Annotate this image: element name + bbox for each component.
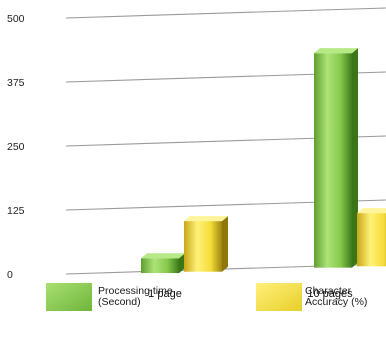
- x-category-label: 1 page: [148, 288, 182, 300]
- bar: [314, 48, 358, 268]
- x-category-label: 10 pages: [307, 288, 353, 300]
- bar: [184, 216, 228, 272]
- y-tick-label: 500: [7, 13, 25, 25]
- bar-front: [141, 258, 179, 274]
- legend-label: Character: [305, 285, 352, 297]
- bar-top: [141, 253, 185, 259]
- bars: [141, 48, 386, 274]
- bar-side: [179, 253, 185, 274]
- bar-side: [222, 216, 228, 272]
- bar-front: [314, 53, 352, 268]
- bar-top: [357, 208, 386, 214]
- y-tick-label: 250: [7, 141, 25, 153]
- legend-label: (Second): [98, 296, 141, 308]
- bar: [357, 208, 386, 267]
- y-tick-label: 0: [7, 269, 13, 281]
- bar-front: [184, 221, 222, 272]
- legend-swatch: [256, 283, 302, 311]
- y-tick-label: 125: [7, 205, 25, 217]
- x-axis-categories: 1 page 10 pages: [148, 288, 353, 300]
- legend-label: Processing time: [98, 285, 173, 297]
- bar-top: [314, 48, 358, 54]
- y-tick-label: 375: [7, 77, 25, 89]
- legend-label: Accuracy (%): [305, 296, 367, 308]
- gridline: [65, 7, 386, 19]
- legend: Processing time(Second) CharacterAccuracy…: [46, 283, 367, 311]
- bar-front: [357, 213, 386, 267]
- legend-swatch: [46, 283, 92, 311]
- y-axis-ticks: 0 125 250 375 500: [7, 13, 25, 281]
- bar-side: [352, 48, 358, 268]
- bar-top: [184, 216, 228, 222]
- bar: [141, 253, 185, 274]
